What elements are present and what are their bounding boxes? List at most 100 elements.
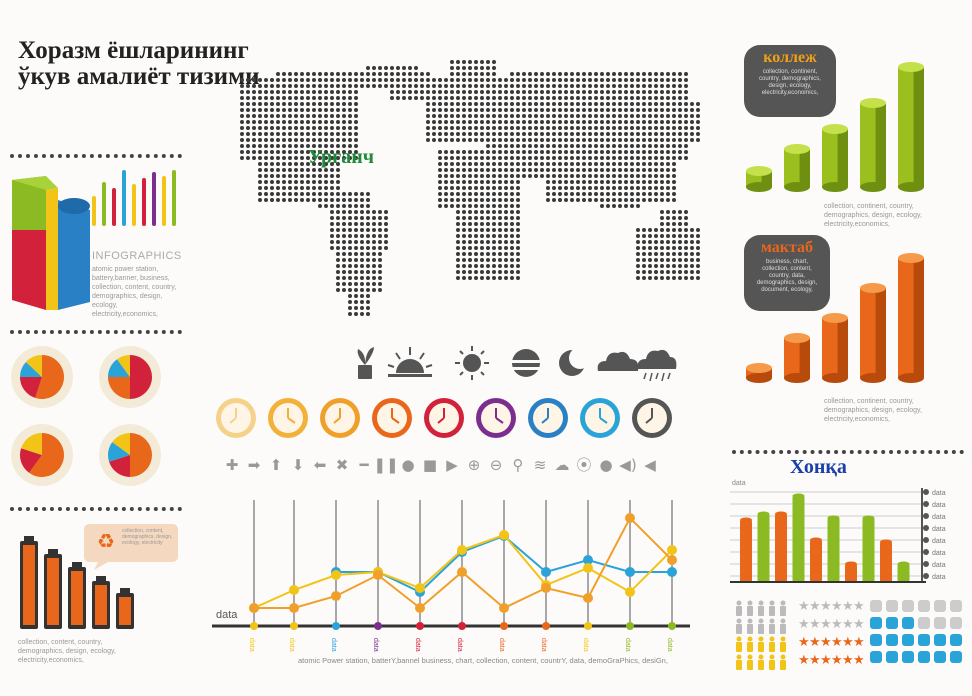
map-dot (258, 90, 262, 94)
axis-marker (542, 622, 550, 630)
map-dot (240, 150, 244, 154)
map-dot (288, 84, 292, 88)
map-dot (672, 258, 676, 262)
square-icon (934, 617, 946, 629)
map-dot (480, 120, 484, 124)
map-dot (636, 138, 640, 142)
map-dot (240, 144, 244, 148)
map-dot (246, 156, 250, 160)
map-dot (588, 174, 592, 178)
map-dot (492, 138, 496, 142)
map-dot (378, 264, 382, 268)
square-icon (886, 651, 898, 663)
map-dot (666, 156, 670, 160)
map-dot (504, 150, 508, 154)
chart-point (583, 593, 593, 603)
map-dot (468, 162, 472, 166)
map-dot (474, 162, 478, 166)
map-dot (300, 132, 304, 136)
star-icon: ★ (798, 617, 810, 632)
map-dot (552, 132, 556, 136)
map-dot (462, 234, 466, 238)
map-dot (372, 246, 376, 250)
map-dot (498, 84, 502, 88)
map-dot (588, 90, 592, 94)
map-dot (264, 84, 268, 88)
map-dot (348, 282, 352, 286)
map-dot (666, 132, 670, 136)
map-dot (624, 180, 628, 184)
map-dot (444, 90, 448, 94)
chart-point (499, 603, 509, 613)
square-icon (950, 600, 962, 612)
map-dot (438, 90, 442, 94)
map-dot (642, 180, 646, 184)
map-dot (258, 144, 262, 148)
map-dot (642, 168, 646, 172)
axis-marker (668, 622, 676, 630)
map-dot (588, 84, 592, 88)
map-dot (588, 108, 592, 112)
map-dot (564, 78, 568, 82)
map-dot (552, 90, 556, 94)
search-icon: ⚲ (513, 456, 524, 474)
map-dot (546, 150, 550, 154)
map-dot (324, 84, 328, 88)
school-caption: collection, continent, country, demograp… (824, 398, 922, 423)
map-dot (480, 126, 484, 130)
map-dot (612, 180, 616, 184)
map-dot (354, 264, 358, 268)
map-dot (456, 198, 460, 202)
map-dot (492, 96, 496, 100)
plant-icon (357, 347, 374, 379)
map-dot (336, 192, 340, 196)
map-dot (468, 150, 472, 154)
map-dot (594, 96, 598, 100)
map-dot (678, 114, 682, 118)
map-dot (438, 150, 442, 154)
map-dot (618, 108, 622, 112)
map-dot (378, 216, 382, 220)
map-dot (252, 78, 256, 82)
info-bar (162, 176, 166, 226)
map-dot (330, 222, 334, 226)
map-dot (264, 102, 268, 106)
map-dot (384, 78, 388, 82)
map-dot (366, 282, 370, 286)
map-dot (672, 150, 676, 154)
map-dot (450, 138, 454, 142)
chart-point (625, 513, 635, 523)
map-dot (462, 264, 466, 268)
map-dot (330, 102, 334, 106)
map-dot (354, 120, 358, 124)
volume-icon: ◀) (619, 456, 636, 474)
map-dot (348, 126, 352, 130)
map-dot (354, 72, 358, 76)
map-dot (648, 144, 652, 148)
map-dot (654, 252, 658, 256)
map-dot (606, 180, 610, 184)
map-dot (600, 126, 604, 130)
map-dot (330, 150, 334, 154)
map-dot (600, 108, 604, 112)
map-dot (288, 198, 292, 202)
map-dot (696, 264, 700, 268)
map-dot (654, 276, 658, 280)
map-dot (342, 288, 346, 292)
map-dot (618, 114, 622, 118)
map-dot (492, 186, 496, 190)
map-dot (588, 156, 592, 160)
map-dot (438, 174, 442, 178)
map-dot (450, 168, 454, 172)
map-dot (630, 186, 634, 190)
map-dot (606, 96, 610, 100)
map-dot (666, 114, 670, 118)
map-dot (660, 252, 664, 256)
map-dot (438, 84, 442, 88)
map-dot (474, 132, 478, 136)
map-dot (594, 108, 598, 112)
map-dot (678, 246, 682, 250)
map-dot (564, 84, 568, 88)
map-dot (594, 72, 598, 76)
map-dot (552, 96, 556, 100)
